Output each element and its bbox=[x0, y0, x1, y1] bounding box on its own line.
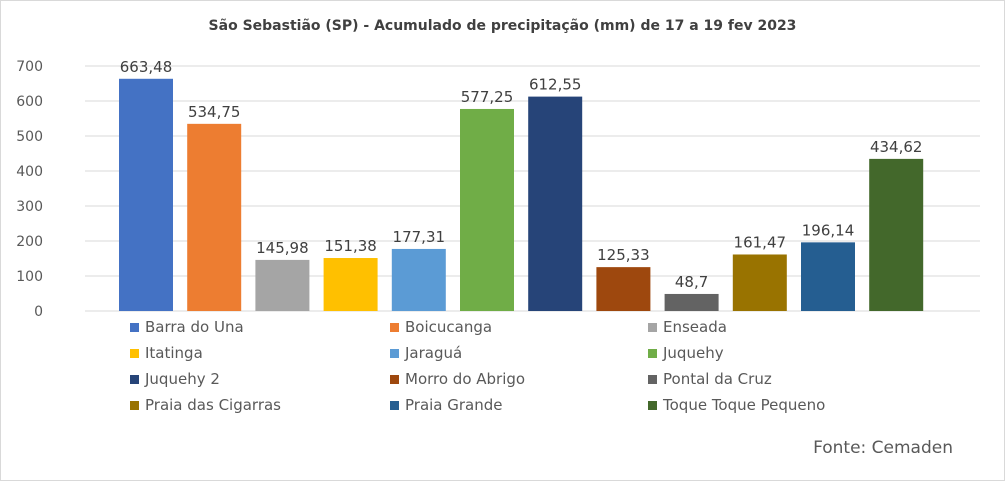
legend-swatch bbox=[648, 322, 657, 332]
legend-item: Itatinga bbox=[130, 342, 203, 364]
bar-itatinga bbox=[323, 258, 378, 311]
legend-label: Enseada bbox=[663, 318, 727, 336]
y-tick-label: 400 bbox=[16, 164, 43, 180]
legend-label: Barra do Una bbox=[145, 318, 244, 336]
bar-praia-grande bbox=[801, 242, 855, 311]
legend-item: Barra do Una bbox=[130, 316, 244, 338]
data-label: 434,62 bbox=[870, 138, 923, 156]
data-label: 151,38 bbox=[324, 237, 377, 255]
legend-swatch bbox=[648, 400, 657, 410]
legend-label: Praia Grande bbox=[405, 396, 503, 414]
bar-boicucanga bbox=[187, 123, 242, 312]
y-tick-label: 200 bbox=[16, 234, 43, 250]
legend-label: Jaraguá bbox=[405, 344, 463, 362]
legend-label: Morro do Abrigo bbox=[405, 370, 526, 388]
legend-swatch bbox=[390, 322, 399, 332]
chart-title: São Sebastião (SP) - Acumulado de precip… bbox=[208, 18, 797, 34]
legend-item: Enseada bbox=[648, 316, 727, 338]
legend-swatch bbox=[648, 348, 657, 358]
legend-item: Morro do Abrigo bbox=[390, 368, 525, 390]
source-note: Fonte: Cemaden bbox=[813, 438, 953, 458]
legend-swatch bbox=[130, 374, 139, 384]
bar-barra-do-una bbox=[119, 78, 173, 311]
legend-swatch bbox=[130, 322, 139, 332]
data-label: 577,25 bbox=[461, 88, 514, 106]
legend-item: Juquehy 2 bbox=[130, 368, 220, 390]
y-tick-label: 600 bbox=[16, 94, 43, 110]
legend-swatch bbox=[648, 374, 657, 384]
legend-item: Pontal da Cruz bbox=[648, 368, 772, 390]
legend-label: Juquehy 2 bbox=[145, 370, 220, 388]
data-label: 196,14 bbox=[802, 221, 855, 239]
legend-label: Itatinga bbox=[145, 344, 203, 362]
legend-swatch bbox=[390, 348, 399, 358]
y-tick-label: 300 bbox=[16, 199, 43, 215]
legend-label: Toque Toque Pequeno bbox=[663, 396, 826, 414]
data-label: 125,33 bbox=[597, 246, 650, 264]
bar-toque-toque-pequeno bbox=[869, 158, 924, 311]
data-label: 663,48 bbox=[120, 58, 173, 76]
legend-item: Jaraguá bbox=[390, 342, 462, 364]
legend-item: Juquehy bbox=[648, 342, 724, 364]
bar-enseada bbox=[255, 259, 310, 311]
data-label: 161,47 bbox=[734, 233, 787, 251]
legend-label: Praia das Cigarras bbox=[145, 396, 281, 414]
bar-pontal-da-cruz bbox=[664, 293, 719, 311]
legend-item: Praia das Cigarras bbox=[130, 394, 281, 416]
legend-item: Boicucanga bbox=[390, 316, 492, 338]
data-label: 48,7 bbox=[675, 273, 708, 291]
bar-jaragu- bbox=[391, 248, 446, 311]
legend-swatch bbox=[390, 400, 399, 410]
legend-swatch bbox=[130, 400, 139, 410]
legend-swatch bbox=[130, 348, 139, 358]
y-tick-label: 0 bbox=[34, 304, 43, 320]
y-tick-label: 100 bbox=[16, 269, 43, 285]
legend-item: Praia Grande bbox=[390, 394, 503, 416]
y-tick-label: 700 bbox=[16, 59, 43, 75]
legend-label: Boicucanga bbox=[405, 318, 493, 336]
legend-item: Toque Toque Pequeno bbox=[648, 394, 825, 416]
bar-juquehy bbox=[460, 108, 514, 312]
y-tick-label: 500 bbox=[16, 129, 43, 145]
data-label: 177,31 bbox=[393, 228, 446, 246]
bar-morro-do-abrigo bbox=[596, 267, 651, 311]
bar-praia-das-cigarras bbox=[732, 254, 787, 311]
data-label: 534,75 bbox=[188, 103, 241, 121]
bar-juquehy-2 bbox=[528, 96, 583, 311]
legend-label: Juquehy bbox=[663, 344, 724, 362]
data-label: 145,98 bbox=[256, 239, 309, 257]
legend-swatch bbox=[390, 374, 399, 384]
data-label: 612,55 bbox=[529, 76, 582, 94]
legend-label: Pontal da Cruz bbox=[663, 370, 772, 388]
